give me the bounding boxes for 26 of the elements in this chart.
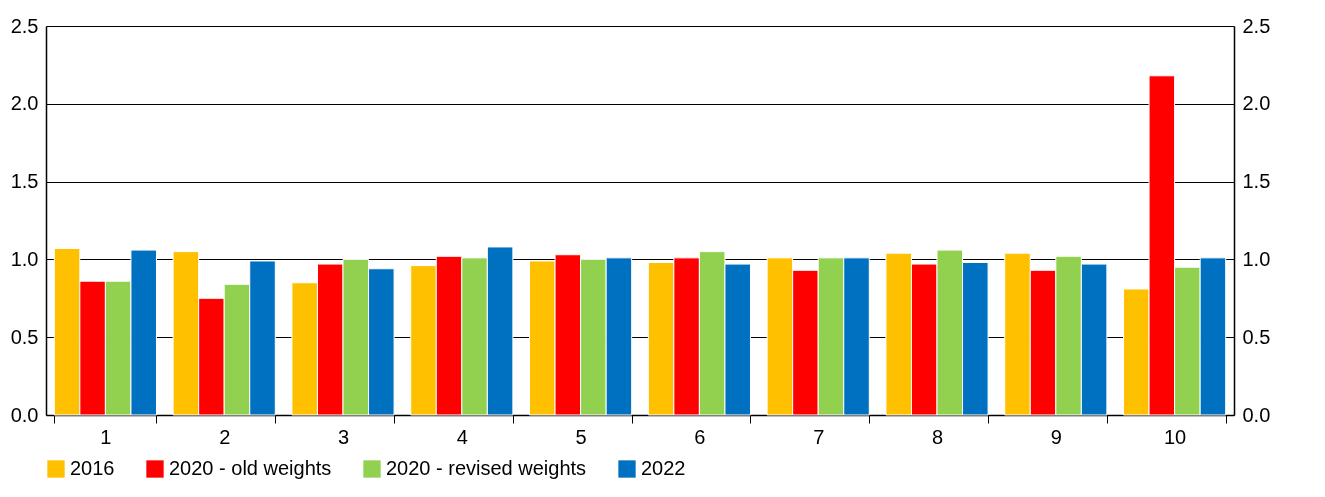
y2-tick-label: 2.5 xyxy=(1242,14,1271,37)
x-tick-label: 2 xyxy=(219,425,231,448)
y-tick-label: 2.5 xyxy=(10,14,39,37)
y-tick-label: 1.5 xyxy=(10,170,39,193)
x-tick-label: 1 xyxy=(100,425,112,448)
legend-label: 2020 - old weights xyxy=(169,457,332,479)
legend-label: 2020 - revised weights xyxy=(386,457,587,479)
y2-tick-label: 1.5 xyxy=(1242,170,1271,193)
x-tick-label: 9 xyxy=(1050,425,1062,448)
y-tick-label: 2.0 xyxy=(10,92,39,115)
y-tick-label: 1.0 xyxy=(10,247,39,270)
y-tick-label: 0.5 xyxy=(10,325,39,348)
x-tick-label: 10 xyxy=(1163,425,1187,448)
x-tick-label: 5 xyxy=(575,425,587,448)
legend-label: 2016 xyxy=(70,457,115,479)
y2-tick-label: 0.0 xyxy=(1242,403,1271,426)
x-tick-label: 4 xyxy=(456,425,468,448)
legend-label: 2022 xyxy=(641,457,686,479)
y2-tick-label: 0.5 xyxy=(1242,325,1271,348)
x-tick-label: 3 xyxy=(337,425,350,448)
y2-tick-label: 2.0 xyxy=(1242,92,1271,115)
x-tick-label: 8 xyxy=(931,425,944,448)
x-tick-label: 7 xyxy=(813,425,825,448)
y2-tick-label: 1.0 xyxy=(1242,247,1271,270)
x-tick-label: 6 xyxy=(694,425,706,448)
y-tick-label: 0.0 xyxy=(10,403,39,426)
